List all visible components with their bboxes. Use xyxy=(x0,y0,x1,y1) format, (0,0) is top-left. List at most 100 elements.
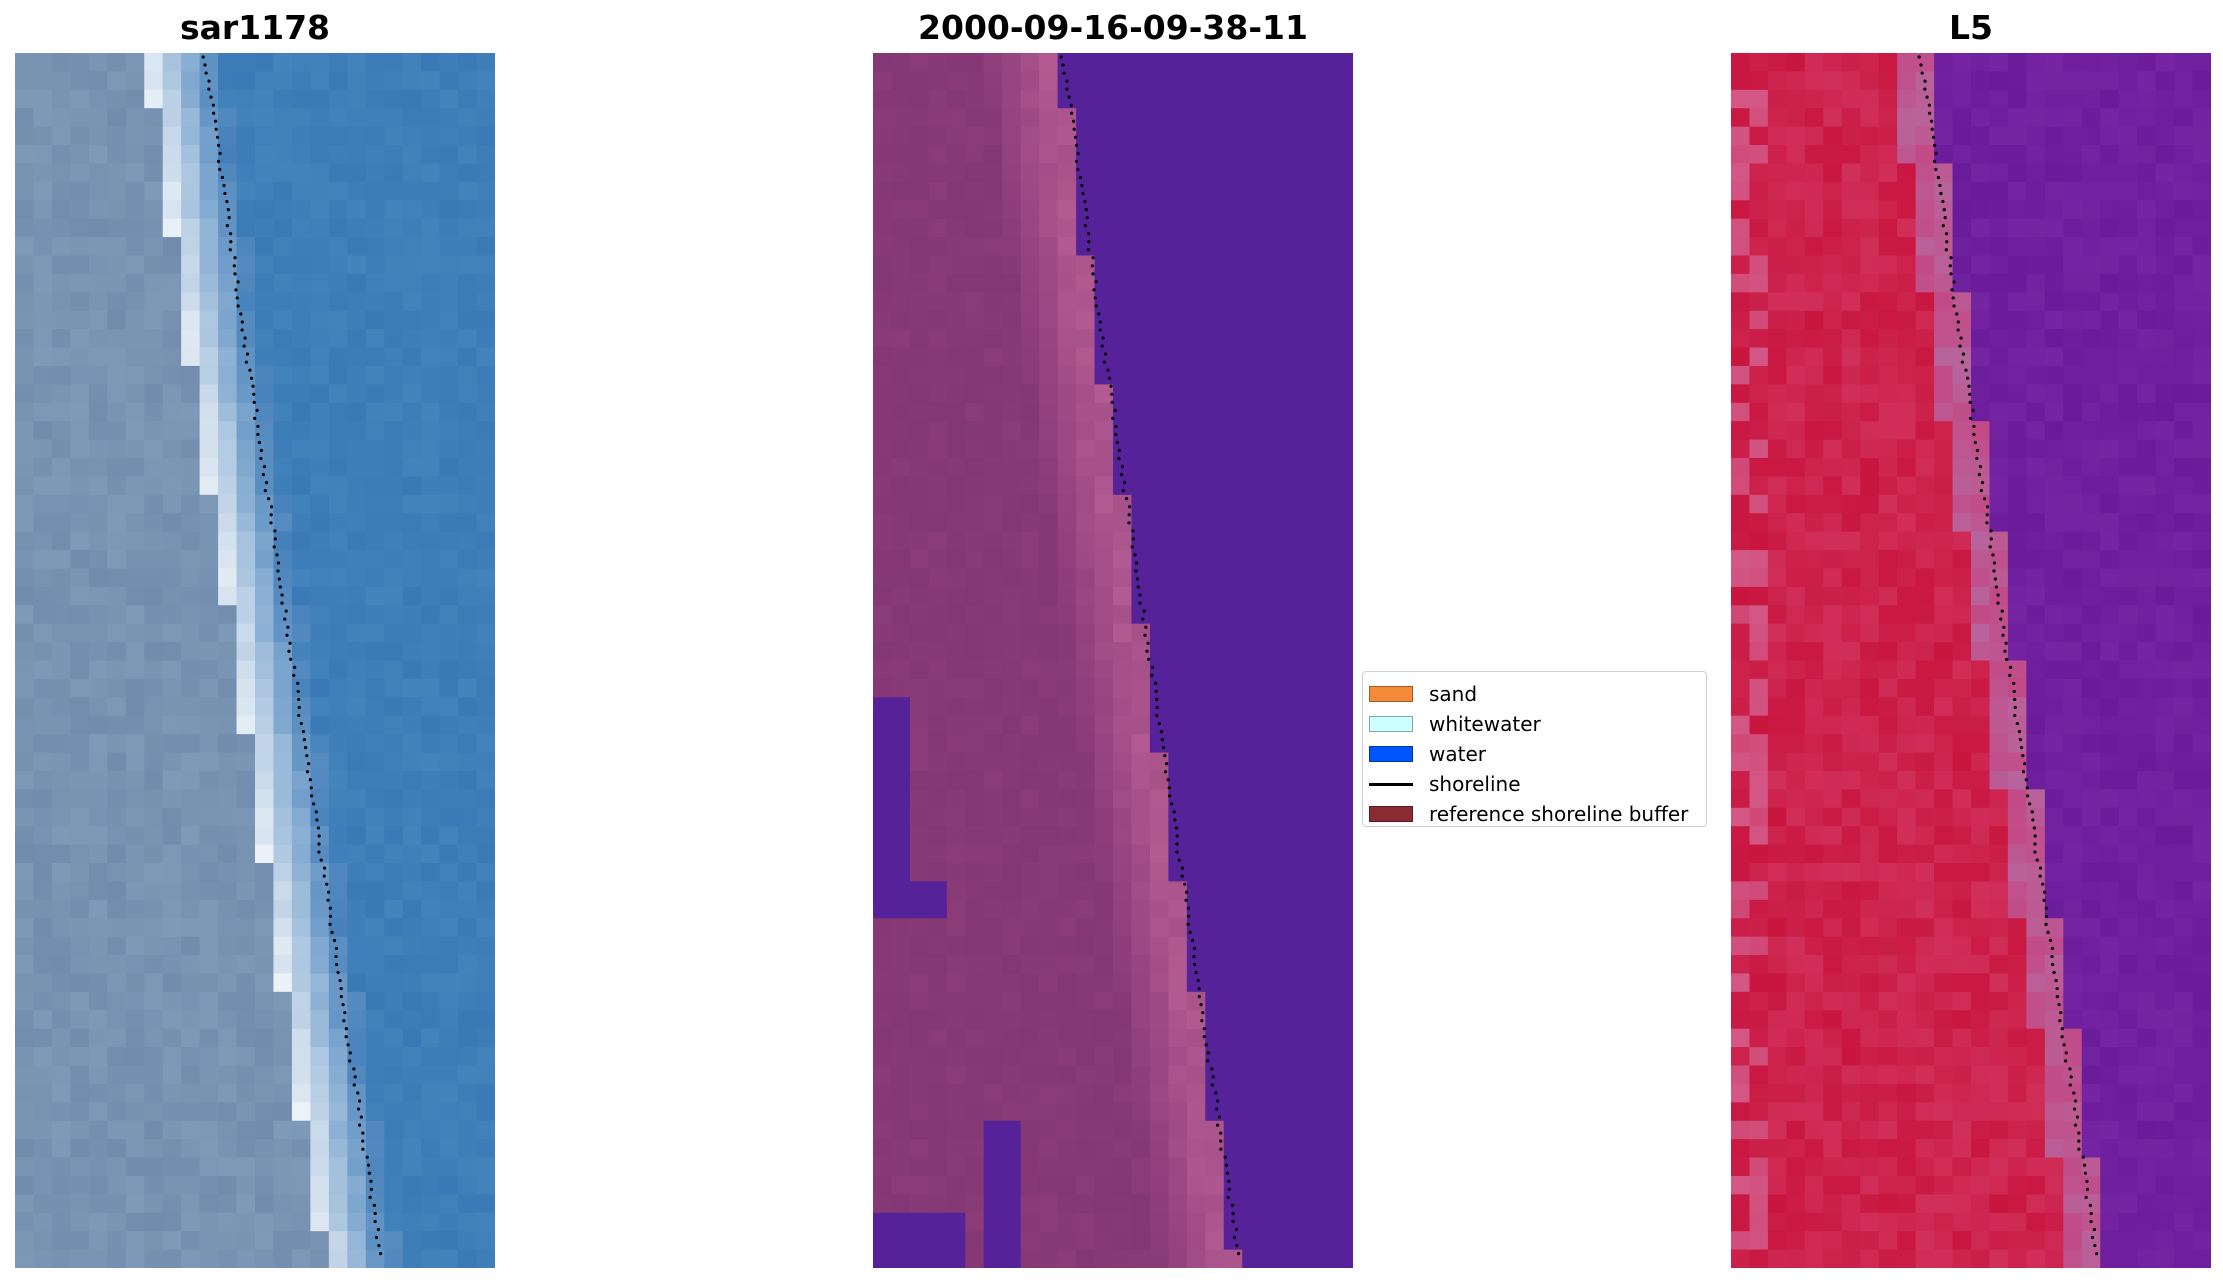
shoreline-point xyxy=(1130,545,1134,549)
shoreline-point xyxy=(356,1107,361,1111)
shoreline-point xyxy=(1067,95,1071,99)
shoreline-point xyxy=(2015,721,2019,726)
shoreline-point xyxy=(1151,665,1155,669)
shoreline-point xyxy=(273,529,277,533)
shoreline-point xyxy=(1956,328,1960,332)
shoreline-point xyxy=(1932,159,1937,163)
shoreline-point xyxy=(1991,553,1995,557)
shoreline-point xyxy=(1098,328,1102,332)
shoreline-point xyxy=(2093,1243,2097,1248)
shoreline-point xyxy=(275,553,279,557)
shoreline-point xyxy=(1234,1227,1238,1232)
shoreline-point xyxy=(303,746,308,750)
shoreline-point xyxy=(2044,914,2049,918)
shoreline-point xyxy=(1975,448,1979,453)
shoreline-point xyxy=(2048,938,2053,942)
shoreline-point xyxy=(289,657,293,661)
shoreline-point xyxy=(319,858,323,862)
shoreline-point xyxy=(223,191,227,196)
shoreline-point xyxy=(1111,416,1115,420)
shoreline-point xyxy=(2031,818,2035,822)
shoreline-point xyxy=(1210,1067,1214,1071)
shoreline-point xyxy=(2052,970,2056,975)
shoreline-point xyxy=(352,1083,356,1087)
shoreline-point xyxy=(1110,392,1114,396)
shoreline-point xyxy=(1956,320,1960,324)
shoreline-point xyxy=(334,946,339,951)
shoreline-point xyxy=(1200,1019,1204,1023)
shoreline-point xyxy=(376,1227,380,1232)
shoreline-point xyxy=(356,1091,360,1095)
shoreline-point xyxy=(2044,906,2048,910)
shoreline-point xyxy=(1090,264,1094,268)
shoreline-point xyxy=(227,216,231,220)
shoreline-point xyxy=(1086,232,1091,236)
classified-image xyxy=(873,53,1353,1268)
shoreline-point xyxy=(2095,1251,2099,1256)
shoreline-point xyxy=(1084,207,1088,212)
shoreline-point xyxy=(352,1067,356,1071)
shoreline-point xyxy=(242,344,246,348)
shoreline-point xyxy=(2085,1179,2089,1183)
shoreline-point xyxy=(342,1019,346,1023)
shoreline-point xyxy=(1117,456,1121,461)
shoreline-point xyxy=(2081,1155,2085,1159)
shoreline-point xyxy=(297,713,301,718)
shoreline-point xyxy=(1142,609,1146,613)
shoreline-point xyxy=(377,1243,381,1248)
shoreline-point xyxy=(314,810,318,814)
shoreline-point xyxy=(1944,248,1948,252)
shoreline-point xyxy=(1952,304,1956,308)
shoreline-point xyxy=(1103,352,1108,356)
shoreline-point xyxy=(296,689,300,694)
shoreline-point xyxy=(228,232,233,236)
shoreline-point xyxy=(2075,1115,2079,1119)
shoreline-point xyxy=(1134,561,1139,565)
legend: sand whitewater water shoreline referenc… xyxy=(1362,671,1707,827)
shoreline-point xyxy=(343,1011,347,1015)
shoreline-point xyxy=(1117,448,1121,453)
legend-label: sand xyxy=(1429,682,1478,706)
classified-image-canvas xyxy=(873,53,1353,1268)
shoreline-point xyxy=(288,641,292,645)
shoreline-point xyxy=(280,601,284,605)
shoreline-point xyxy=(1989,537,1993,541)
shoreline-point xyxy=(1979,489,1983,493)
shoreline-point xyxy=(305,770,310,774)
legend-label: water xyxy=(1429,742,1486,766)
shoreline-point xyxy=(379,1251,383,1256)
shoreline-point xyxy=(344,1027,348,1031)
legend-label: shoreline xyxy=(1429,772,1521,796)
shoreline-point xyxy=(1091,272,1095,276)
shoreline-point xyxy=(2060,1027,2064,1031)
shoreline-point xyxy=(1994,585,1998,589)
shoreline-point xyxy=(1215,1099,1220,1103)
shoreline-point xyxy=(317,834,321,838)
shoreline-point xyxy=(1193,962,1197,967)
shoreline-point xyxy=(1134,569,1138,573)
shoreline-point xyxy=(1942,207,1946,212)
shoreline-point xyxy=(2003,649,2007,653)
shoreline-point xyxy=(2025,786,2029,790)
shoreline-point xyxy=(344,1035,348,1039)
shoreline-point xyxy=(1210,1083,1214,1087)
shoreline-point xyxy=(2046,930,2050,934)
shoreline-point xyxy=(2055,995,2059,999)
shoreline-point xyxy=(1175,834,1179,838)
shoreline-point xyxy=(1958,344,1962,348)
shoreline-point xyxy=(1968,400,1972,404)
shoreline-point xyxy=(1934,151,1938,155)
shoreline-point xyxy=(1992,561,1997,565)
shoreline-point xyxy=(1938,183,1942,188)
shoreline-point xyxy=(1155,697,1159,702)
shoreline-point xyxy=(2089,1219,2093,1224)
shoreline-point xyxy=(1069,103,1073,107)
shoreline-point xyxy=(1076,151,1080,155)
shoreline-point xyxy=(2017,729,2022,734)
shoreline-point xyxy=(1131,537,1135,541)
shoreline-point xyxy=(1967,384,1971,388)
shoreline-point xyxy=(1199,1003,1203,1007)
shoreline-point xyxy=(2042,890,2047,894)
shoreline-point xyxy=(211,103,215,107)
shoreline-point xyxy=(1224,1163,1229,1167)
